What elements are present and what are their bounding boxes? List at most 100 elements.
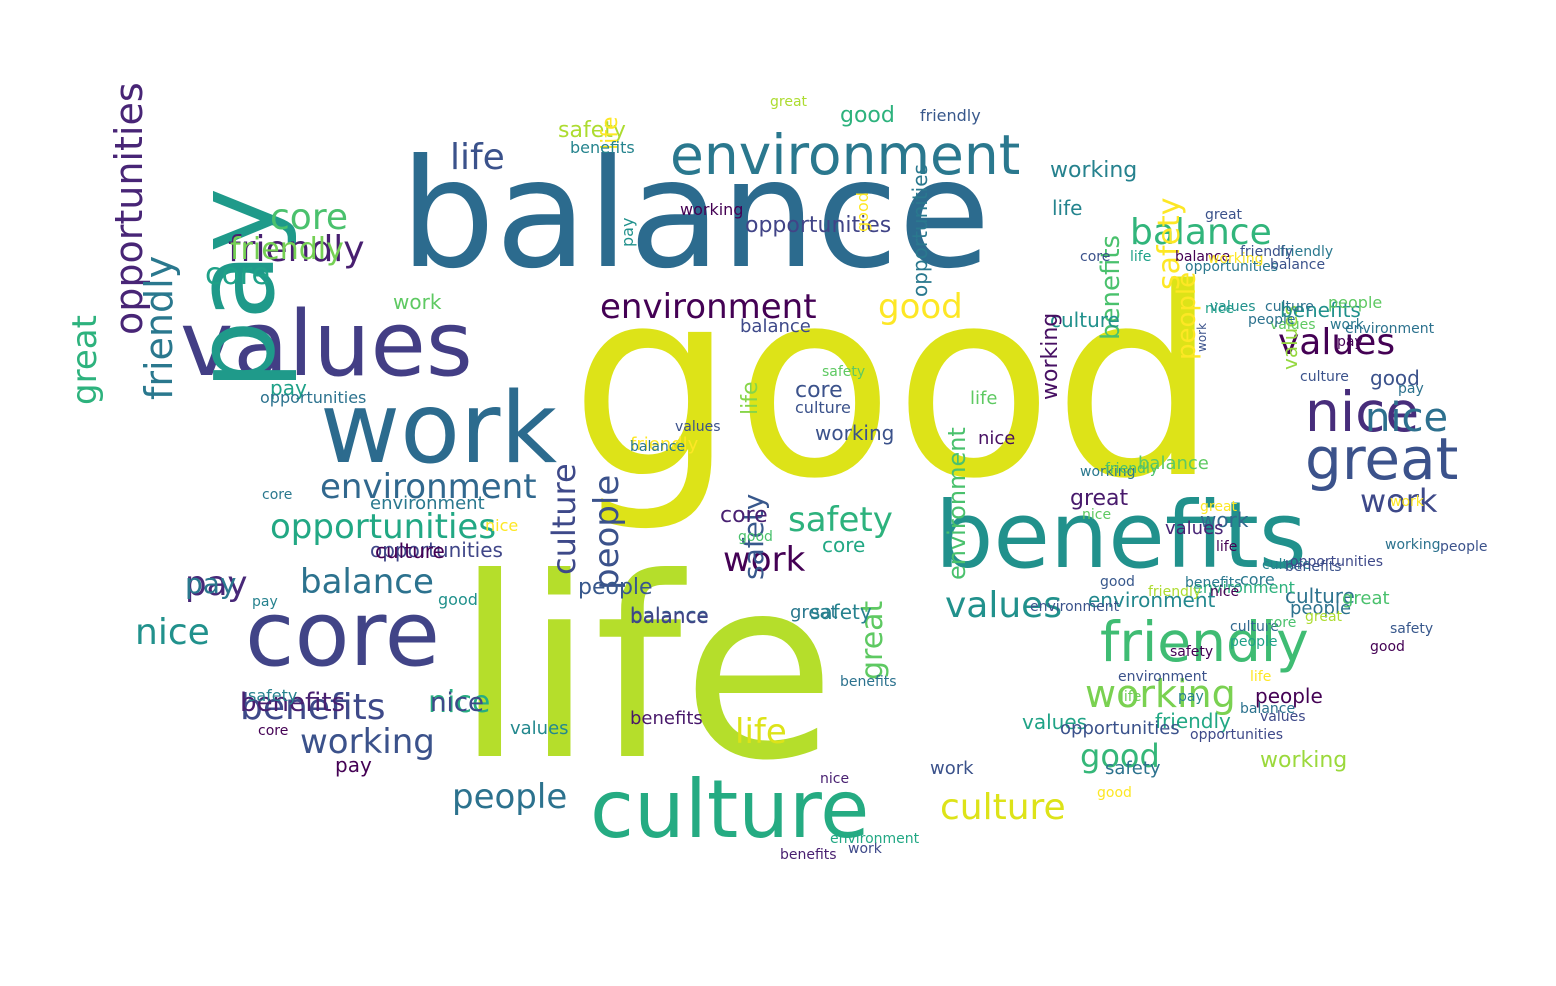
word-friendly: friendly xyxy=(1240,244,1294,260)
word-nice: nice xyxy=(1082,507,1112,523)
word-environment: environment xyxy=(1118,669,1208,685)
word-life: life xyxy=(1120,689,1142,705)
word-values: values xyxy=(1260,709,1306,725)
word-nice: nice xyxy=(978,428,1016,449)
word-environment: environment xyxy=(320,467,537,507)
word-working: working xyxy=(300,722,435,762)
word-nice: nice xyxy=(485,516,519,535)
word-core: core xyxy=(1080,249,1111,265)
word-pay: pay xyxy=(1178,689,1204,705)
word-people: people xyxy=(1230,634,1278,650)
word-friendly: friendly xyxy=(920,106,981,125)
word-environment: environment xyxy=(670,123,1021,187)
word-culture: culture xyxy=(1050,308,1120,332)
word-working: working xyxy=(815,421,895,445)
word-work: work xyxy=(320,372,558,486)
word-benefits: benefits xyxy=(240,688,346,718)
word-values: values xyxy=(1278,322,1396,363)
word-environment: environment xyxy=(1088,588,1216,612)
word-pay: pay xyxy=(185,567,237,600)
word-good: good xyxy=(853,192,872,232)
word-core: core xyxy=(822,533,866,557)
word-opportunities: opportunities xyxy=(270,507,497,547)
word-opportunities: opportunities xyxy=(1060,718,1180,739)
word-culture: culture xyxy=(1285,584,1355,608)
word-culture: culture xyxy=(545,463,583,575)
word-great: great xyxy=(1305,425,1459,493)
word-environment: environment xyxy=(370,493,485,514)
word-working: working xyxy=(1038,312,1063,400)
word-pay: pay xyxy=(270,376,307,400)
word-core: core xyxy=(270,197,348,238)
word-opportunities: opportunities xyxy=(1190,727,1284,743)
word-nice: nice xyxy=(1210,584,1240,600)
word-core: core xyxy=(205,257,270,292)
word-values: values xyxy=(180,292,473,397)
word-nice: nice xyxy=(430,688,484,718)
word-environment: environment xyxy=(1030,599,1120,615)
word-nice: nice xyxy=(135,612,210,653)
word-benefits: benefits xyxy=(935,482,1307,589)
word-life: life xyxy=(455,524,836,815)
word-people: people xyxy=(1290,598,1352,619)
word-nice: nice xyxy=(1205,301,1235,317)
word-balance: balance xyxy=(1175,249,1231,265)
word-great: great xyxy=(65,315,105,405)
word-good: good xyxy=(738,529,773,545)
word-people: people xyxy=(578,575,653,600)
word-core: core xyxy=(245,582,440,687)
word-life: life xyxy=(1250,669,1272,685)
word-culture: culture xyxy=(795,398,851,417)
word-opportunities: opportunities xyxy=(745,213,892,238)
word-good: good xyxy=(840,103,895,128)
word-people: people xyxy=(1328,293,1383,312)
word-opportunities: opportunities xyxy=(908,164,932,297)
word-people: people xyxy=(587,474,627,590)
word-work: work xyxy=(1195,322,1209,352)
word-balance: balance xyxy=(630,439,686,455)
word-working: working xyxy=(1080,464,1136,480)
word-friendly: friendly xyxy=(1100,610,1309,674)
word-pay: pay xyxy=(252,594,278,610)
word-environment: environment xyxy=(600,287,817,327)
word-benefits: benefits xyxy=(1185,575,1242,591)
word-benefits: benefits xyxy=(240,687,386,728)
word-pay: pay xyxy=(335,753,372,777)
word-working: working xyxy=(1260,748,1348,773)
word-good: good xyxy=(1370,366,1420,390)
word-culture: culture xyxy=(1230,619,1279,635)
word-benefits: benefits xyxy=(1280,298,1361,322)
word-culture: culture xyxy=(590,763,870,856)
word-environment: environment xyxy=(1193,578,1295,597)
word-work: work xyxy=(930,758,974,779)
word-good: good xyxy=(1370,639,1405,655)
word-core: core xyxy=(795,378,843,403)
word-great: great xyxy=(1205,207,1243,223)
word-core: core xyxy=(1266,615,1297,631)
word-culture: culture xyxy=(375,539,445,563)
word-balance: balance xyxy=(630,603,709,627)
word-work: work xyxy=(1330,317,1364,333)
word-values: values xyxy=(1022,710,1088,734)
word-core: core xyxy=(258,723,289,739)
word-benefits: benefits xyxy=(1285,559,1342,575)
word-culture: culture xyxy=(1265,299,1314,315)
word-working: working xyxy=(1208,251,1264,267)
word-environment: environment xyxy=(830,831,920,847)
word-life: life xyxy=(738,381,763,415)
word-friendly: friendly xyxy=(230,232,344,267)
word-good: good xyxy=(1097,785,1132,801)
word-core: core xyxy=(1240,570,1275,589)
word-great: great xyxy=(790,602,838,623)
word-pay: pay xyxy=(185,564,248,604)
word-work: work xyxy=(1200,508,1249,532)
word-safety: safety xyxy=(248,686,298,705)
word-benefits: benefits xyxy=(840,674,897,690)
word-working: working xyxy=(1050,158,1138,183)
word-work: work xyxy=(393,290,442,314)
word-friendly: friendly xyxy=(630,434,699,455)
word-life: life xyxy=(1216,539,1238,555)
word-culture: culture xyxy=(1300,369,1349,385)
word-great: great xyxy=(1070,486,1129,511)
